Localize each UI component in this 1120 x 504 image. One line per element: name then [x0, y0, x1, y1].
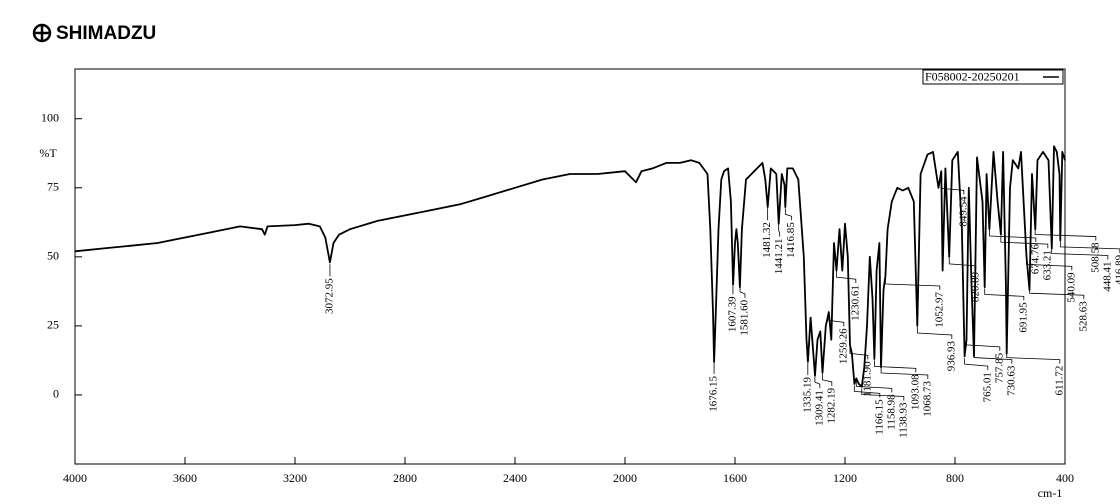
peak-leader	[1029, 287, 1085, 300]
peak-leader	[1034, 228, 1097, 241]
y-tick-label: 50	[47, 249, 59, 263]
x-tick-label: 400	[1056, 471, 1074, 485]
peak-leader	[940, 182, 965, 195]
peak-leader	[973, 351, 1013, 364]
peak-leader	[964, 358, 989, 371]
peak-label: 1052.97	[933, 291, 945, 327]
legend-box	[922, 69, 1064, 85]
y-tick-label: 25	[47, 318, 59, 332]
peak-label: 1335.19	[801, 376, 813, 412]
peak-label: 849.54	[957, 196, 969, 227]
peak-label: 936.93	[945, 341, 957, 372]
peak-label: 674.76	[1029, 243, 1041, 274]
peak-leader	[885, 277, 941, 290]
peak-label: 508.58	[1089, 242, 1101, 273]
peak-leader	[821, 373, 833, 386]
peak-leader	[1006, 351, 1061, 364]
peak-label: 448.41	[1101, 262, 1113, 292]
peak-label: 757.85	[993, 352, 1005, 383]
peak-leader	[916, 327, 953, 340]
peak-leader	[989, 229, 1037, 242]
x-tick-label: 3200	[283, 471, 307, 485]
peak-leader	[739, 285, 746, 298]
peak-label: 1441.21	[773, 239, 785, 275]
peak-label: 1481.32	[761, 222, 773, 258]
brand: SHIMADZU	[56, 23, 156, 44]
peak-label: 765.01	[981, 372, 993, 402]
y-tick-label: 100	[41, 110, 59, 124]
peak-label: 1282.19	[825, 387, 837, 423]
x-tick-label: 2000	[613, 471, 637, 485]
peak-leader	[861, 388, 905, 401]
peak-leader	[880, 367, 929, 380]
peak-label: 1166.15	[873, 399, 885, 435]
logo: SHIMADZU	[32, 23, 156, 44]
x-tick-label: 2800	[393, 471, 417, 485]
peak-leader	[778, 224, 781, 237]
peak-label: 1068.73	[921, 381, 933, 417]
plot-frame	[74, 68, 1066, 465]
peak-label: 611.72	[1053, 366, 1065, 396]
peak-leader	[948, 257, 977, 270]
peak-label: 3072.95	[323, 278, 335, 314]
peak-leader	[966, 338, 1001, 351]
peak-label: 1416.85	[785, 222, 797, 258]
x-tick-label: 1600	[723, 471, 747, 485]
peak-label: 416.89	[1113, 254, 1120, 285]
peak-leader	[1000, 236, 1049, 249]
peak-leader	[984, 288, 1025, 301]
x-tick-label: 800	[946, 471, 964, 485]
legend-label: F058002-20250201	[925, 69, 1020, 83]
peak-label: 691.95	[1017, 302, 1029, 333]
peak-leader	[1026, 258, 1073, 271]
peak-label: 1093.08	[909, 374, 921, 410]
y-tick-label: 0	[53, 387, 59, 401]
x-tick-label: 2400	[503, 471, 527, 485]
peak-label: 1158.98	[885, 394, 897, 430]
peak-label: 1259.26	[837, 328, 849, 364]
peak-leader	[784, 208, 793, 221]
peak-label: 1676.15	[708, 375, 720, 411]
x-tick-label: 3600	[173, 471, 197, 485]
y-tick-label: 75	[47, 180, 59, 194]
peak-label: 1309.41	[813, 390, 825, 426]
spectrum-line	[74, 145, 1066, 388]
peak-leader	[855, 380, 893, 393]
peak-leader	[828, 314, 845, 327]
peak-label: 730.63	[1005, 365, 1017, 396]
peak-label: 1581.60	[738, 299, 750, 335]
peak-leader	[836, 271, 857, 284]
peak-leader	[1051, 247, 1109, 260]
x-tick-label: 4000	[63, 471, 87, 485]
peak-label: 1138.93	[897, 402, 909, 438]
peak-leader	[849, 347, 869, 360]
peak-label: 1230.61	[849, 285, 861, 321]
peak-label: 1181.90	[861, 361, 873, 397]
peak-leader	[814, 376, 821, 389]
peak-label: 528.63	[1077, 301, 1089, 332]
x-tick-label: 1200	[833, 471, 857, 485]
x-axis-label: cm-1	[1038, 486, 1063, 500]
y-axis-label: %T	[39, 146, 57, 160]
peak-label: 1607.39	[726, 296, 738, 332]
peak-label: 820.89	[969, 271, 981, 302]
peak-leader	[874, 360, 917, 373]
peak-label: 540.09	[1065, 272, 1077, 303]
